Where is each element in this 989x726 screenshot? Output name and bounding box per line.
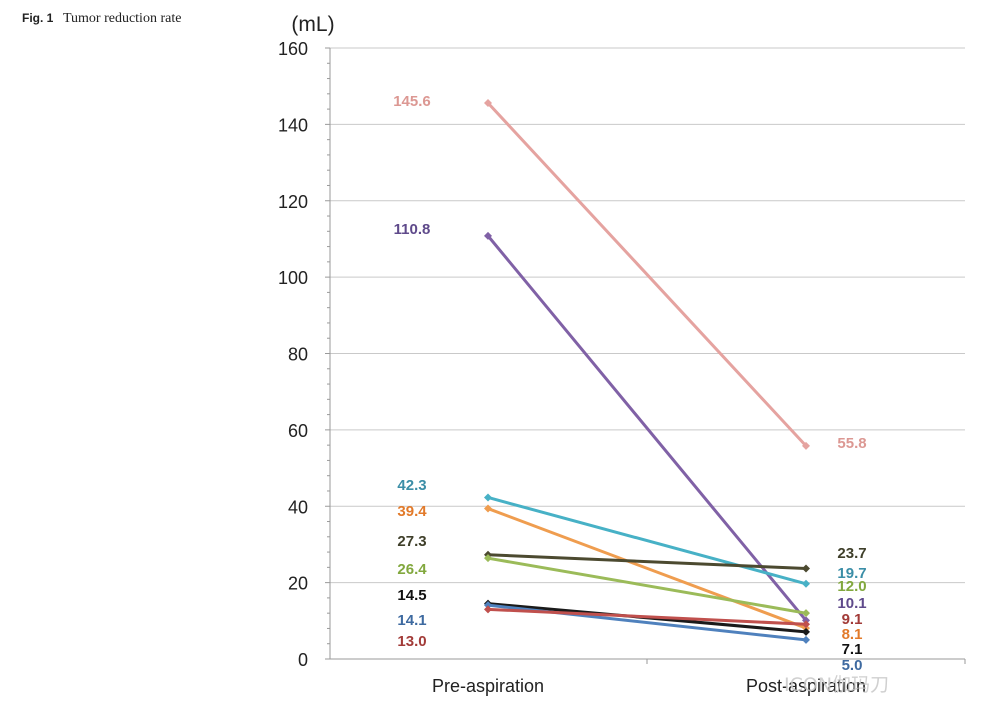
data-label-pre-patient-2: 110.8	[394, 221, 431, 238]
y-tick-label: 160	[278, 39, 308, 59]
x-tick-label: Post-aspiration	[746, 676, 866, 696]
data-point-patient-3-pre	[484, 493, 492, 502]
data-point-patient-3-post	[802, 579, 810, 588]
data-point-patient-1-pre	[484, 98, 492, 107]
data-label-pre-patient-5: 27.3	[397, 533, 426, 550]
data-point-patient-5-post	[802, 564, 810, 573]
y-tick-label: 0	[298, 650, 308, 670]
data-label-post-patient-4: 8.1	[842, 626, 863, 643]
y-tick-label: 60	[288, 421, 308, 441]
y-tick-label: 80	[288, 345, 308, 365]
series-line-patient-4	[486, 507, 808, 630]
data-labels: 145.6 55.8 110.8 10.1 42.3 19.7 39.4 8.1 27.3 23.…	[393, 93, 866, 674]
data-label-post-patient-5: 23.7	[837, 545, 866, 562]
data-label-post-patient-1: 55.8	[837, 435, 866, 452]
figure-caption: Fig. 1 Tumor reduction rate	[22, 10, 181, 27]
data-point-patient-4-pre	[484, 504, 492, 513]
y-tick-label: 120	[278, 192, 308, 212]
y-tick-labels: 0 20 40 60 80 100 120 140 160	[278, 39, 308, 670]
y-minor-ticks	[325, 47, 330, 660]
series-line-patient-9	[486, 607, 808, 626]
data-label-post-patient-3: 19.7	[837, 565, 866, 582]
series-line-patient-3	[486, 495, 808, 586]
data-label-pre-patient-3: 42.3	[397, 477, 426, 494]
y-tick-label: 140	[278, 115, 308, 135]
data-label-pre-patient-9: 13.0	[397, 633, 426, 650]
data-label-pre-patient-4: 39.4	[397, 503, 427, 520]
figure-title: Tumor reduction rate	[62, 11, 182, 26]
series-line-patient-2	[486, 234, 808, 622]
data-point-patient-6-post	[802, 609, 810, 618]
data-point-patient-8-pre	[484, 601, 492, 610]
y-tick-label: 40	[288, 497, 308, 517]
data-label-post-patient-2: 10.1	[837, 595, 866, 612]
data-label-post-patient-9: 9.1	[842, 611, 863, 628]
data-label-post-patient-6: 12.0	[837, 578, 866, 595]
y-tick-label: 20	[288, 574, 308, 594]
y-tick-label: 100	[278, 268, 308, 288]
x-tick-label: Pre-aspiration	[432, 676, 544, 696]
data-point-patient-8-post	[802, 635, 810, 644]
watermark: ICON伽玛刀	[784, 674, 890, 696]
data-label-post-patient-7: 7.1	[842, 641, 863, 658]
series-line-patient-5	[486, 553, 808, 570]
series-line-patient-1	[486, 101, 808, 448]
data-label-post-patient-8: 5.0	[842, 657, 863, 674]
figure-label: Fig. 1	[22, 11, 54, 25]
data-point-patient-1-post	[802, 441, 810, 450]
x-tick-labels: Pre-aspiration Post-aspiration	[432, 676, 866, 696]
data-label-pre-patient-6: 26.4	[397, 561, 427, 578]
data-point-patient-6-pre	[484, 554, 492, 563]
data-label-pre-patient-1: 145.6	[393, 93, 431, 110]
data-label-pre-patient-8: 14.1	[397, 612, 426, 629]
series-line-patient-6	[486, 556, 808, 615]
data-label-pre-patient-7: 14.5	[397, 587, 426, 604]
data-point-patient-9-pre	[484, 605, 492, 614]
data-point-patient-2-pre	[484, 231, 492, 240]
data-point-patient-7-post	[802, 627, 810, 636]
data-point-patient-9-post	[802, 620, 810, 629]
series-lines	[484, 98, 810, 644]
y-axis-label: (mL)	[291, 13, 334, 36]
grid-lines	[330, 47, 965, 584]
